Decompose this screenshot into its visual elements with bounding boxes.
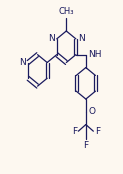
Text: N: N: [78, 34, 85, 43]
Text: F: F: [72, 127, 77, 136]
Text: N: N: [48, 34, 55, 43]
Text: CH₃: CH₃: [59, 7, 74, 16]
Text: F: F: [95, 127, 100, 136]
Text: NH: NH: [88, 50, 102, 59]
Text: F: F: [83, 141, 88, 150]
Text: O: O: [88, 108, 95, 116]
Text: N: N: [19, 58, 26, 67]
